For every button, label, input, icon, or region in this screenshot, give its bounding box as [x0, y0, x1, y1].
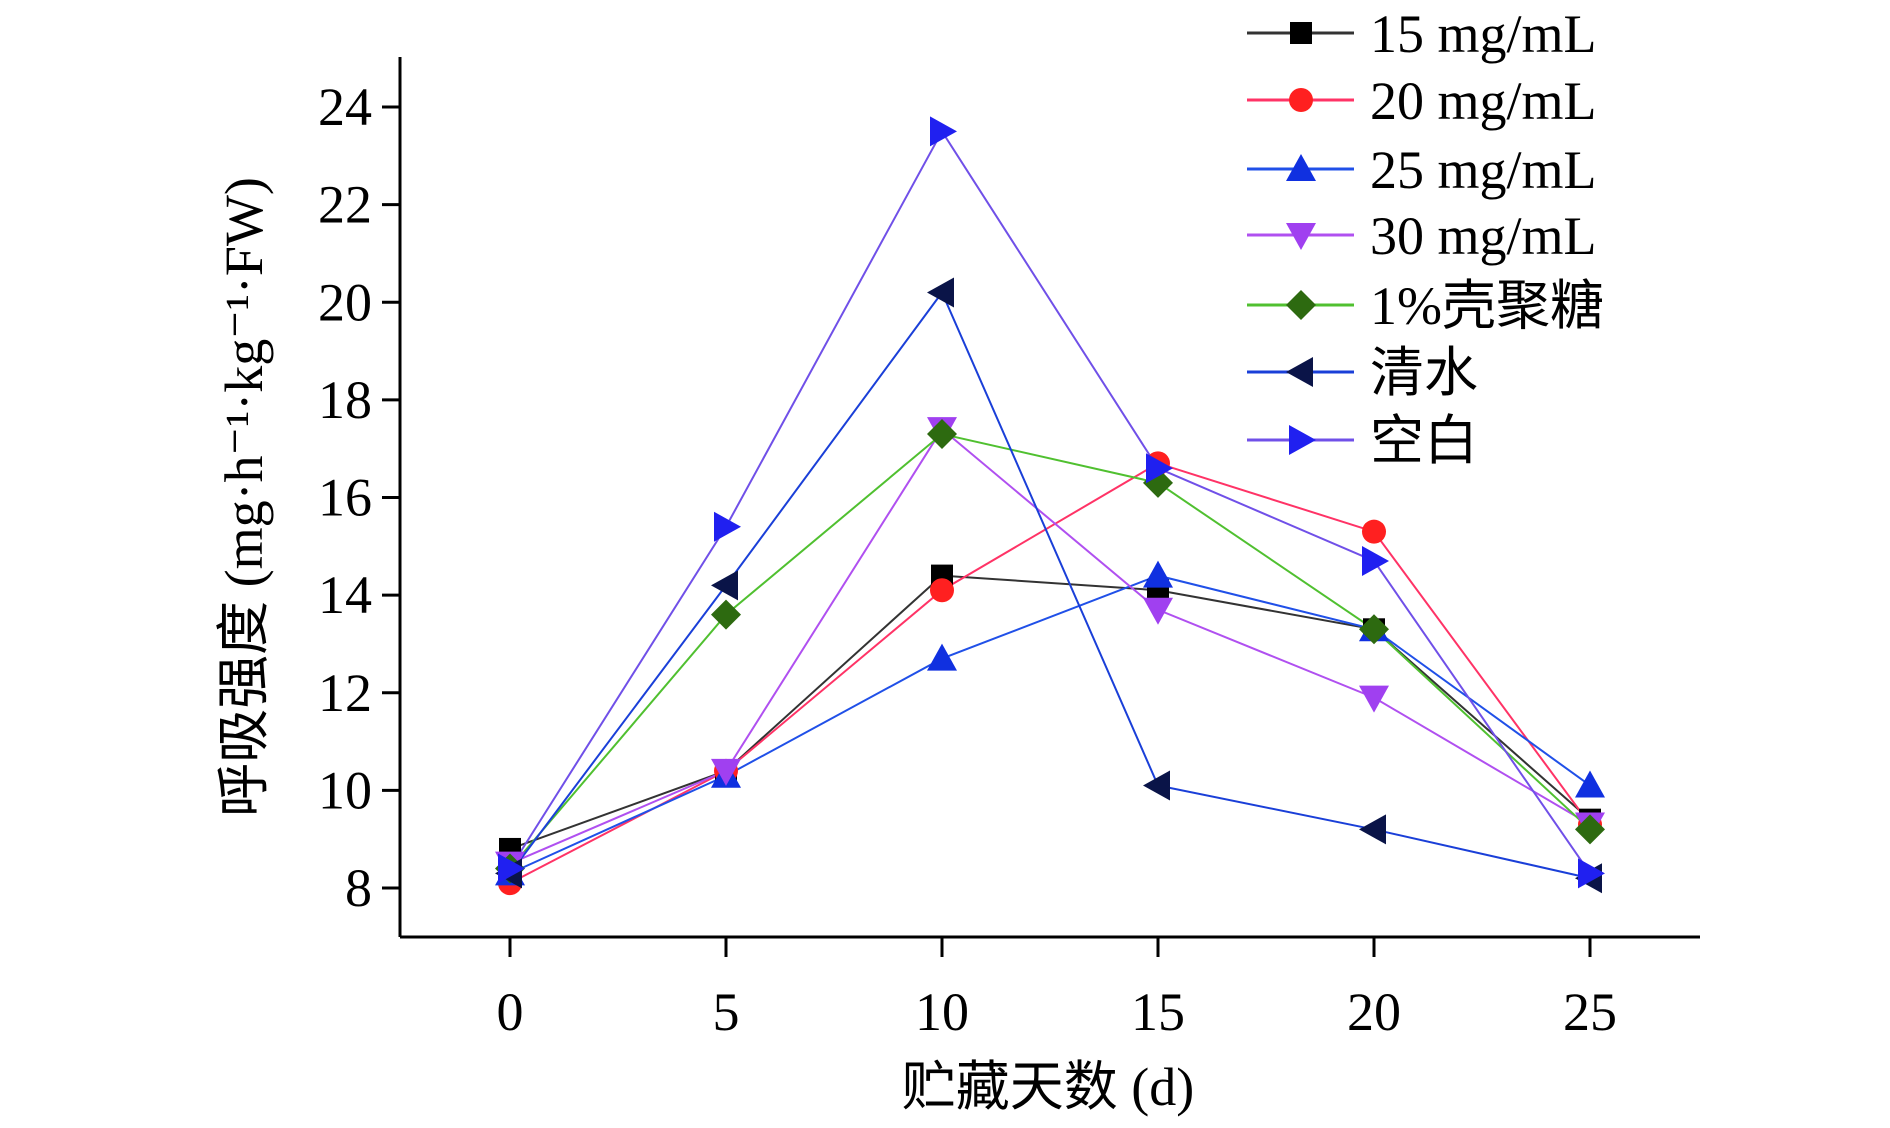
- legend-marker-icon: [1286, 357, 1313, 387]
- x-tick-label: 20: [1347, 982, 1401, 1042]
- data-point-series-4: [1575, 814, 1605, 845]
- data-point-series-3: [1143, 597, 1173, 625]
- y-tick-label: 14: [318, 565, 372, 625]
- data-point-series-1: [1362, 519, 1386, 544]
- legend-marker-icon: [1289, 425, 1316, 455]
- legend-label: 15 mg/mL: [1370, 4, 1597, 64]
- legend-marker-icon: [1286, 223, 1316, 250]
- y-tick-label: 10: [318, 760, 372, 820]
- series-line-6: [509, 129, 1591, 874]
- x-tick-label: 5: [713, 982, 740, 1042]
- legend-label: 25 mg/mL: [1370, 140, 1597, 200]
- y-ticks: 8 10 12 14 16 18 20 22 24: [318, 77, 400, 918]
- data-point-series-2: [927, 643, 957, 671]
- legend-item: 空白: [1247, 411, 1478, 471]
- series-line-2: [509, 574, 1591, 875]
- data-point-series-6: [498, 853, 525, 884]
- data-point-series-5: [1143, 770, 1170, 801]
- legend-item: 清水: [1247, 343, 1478, 403]
- y-tick-label: 24: [318, 77, 372, 137]
- data-point-series-6: [1362, 545, 1389, 576]
- data-point-series-5: [711, 570, 738, 601]
- x-tick-label: 25: [1563, 982, 1617, 1042]
- data-point-series-6: [930, 116, 957, 147]
- legend-item: 1%壳聚糖: [1247, 276, 1604, 336]
- legend-item: 30 mg/mL: [1247, 206, 1597, 266]
- legend-label: 清水: [1370, 343, 1478, 403]
- legend-marker-icon: [1286, 290, 1316, 320]
- y-tick-label: 12: [318, 663, 372, 723]
- legend-item: 15 mg/mL: [1247, 4, 1597, 64]
- data-point-series-6: [1578, 858, 1605, 889]
- x-tick-label: 15: [1131, 982, 1185, 1042]
- data-point-series-4: [927, 419, 957, 450]
- y-tick-label: 8: [345, 858, 372, 918]
- series-lines: [509, 129, 1591, 885]
- data-point-series-2: [1143, 560, 1173, 588]
- data-point-series-6: [1146, 453, 1173, 484]
- data-point-series-1: [930, 578, 954, 603]
- data-point-series-5: [927, 277, 954, 308]
- x-ticks: 0 5 10 15 20 25: [497, 937, 1617, 1042]
- data-point-series-3: [1359, 685, 1389, 713]
- x-tick-label: 10: [915, 982, 969, 1042]
- data-point-series-5: [1359, 814, 1386, 845]
- legend-label: 20 mg/mL: [1370, 71, 1597, 131]
- legend-marker-icon: [1290, 22, 1312, 44]
- x-axis-title: 贮藏天数 (d): [902, 1057, 1194, 1117]
- legend-marker-icon: [1289, 88, 1313, 112]
- series-line-3: [509, 427, 1591, 865]
- x-tick-label: 0: [497, 982, 524, 1042]
- series-line-4: [509, 432, 1591, 870]
- data-point-series-4: [711, 599, 741, 630]
- legend-item: 25 mg/mL: [1247, 140, 1597, 200]
- y-tick-label: 20: [318, 272, 372, 332]
- data-point-series-2: [1575, 770, 1605, 798]
- y-tick-label: 22: [318, 175, 372, 235]
- series-line-1: [509, 462, 1591, 885]
- y-axis-title: 呼吸强度 (mg·h⁻¹·kg⁻¹·FW): [214, 177, 274, 817]
- y-tick-label: 16: [318, 468, 372, 528]
- series-line-0: [509, 574, 1591, 850]
- data-point-series-4: [1359, 614, 1389, 645]
- data-point-series-3: [711, 758, 741, 786]
- legend-label: 空白: [1370, 411, 1478, 471]
- legend-label: 1%壳聚糖: [1370, 276, 1604, 336]
- legend-label: 30 mg/mL: [1370, 206, 1597, 266]
- y-tick-label: 18: [318, 370, 372, 430]
- series-line-5: [509, 290, 1591, 880]
- legend-item: 20 mg/mL: [1247, 71, 1597, 131]
- data-point-series-6: [714, 511, 741, 542]
- series-markers: [495, 116, 1605, 896]
- legend-marker-icon: [1286, 154, 1316, 181]
